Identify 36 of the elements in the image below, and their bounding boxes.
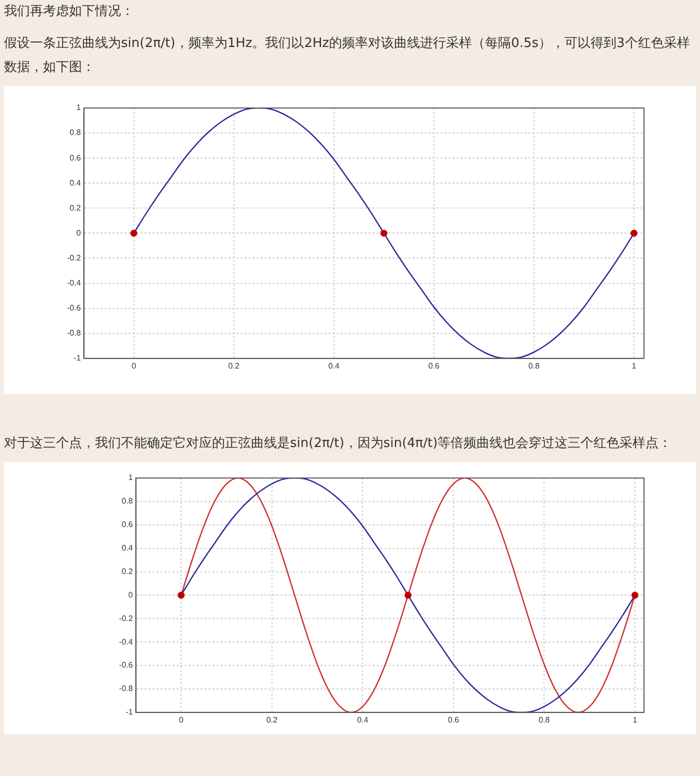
y-tick-label: 0.2 bbox=[70, 203, 82, 212]
y-tick-label: -1 bbox=[74, 354, 82, 363]
chart-title: 我们再考虑如下情况： bbox=[4, 3, 135, 21]
y-tick-label: 0.8 bbox=[70, 128, 82, 138]
x-tick-label: 1 bbox=[632, 715, 638, 724]
y-tick-label: 0.4 bbox=[70, 178, 82, 188]
y-tick-label: -0.2 bbox=[118, 614, 134, 623]
y-tick-label: 0.8 bbox=[122, 496, 134, 506]
y-tick-label: 1 bbox=[76, 103, 82, 112]
y-tick-label: 0 bbox=[128, 590, 134, 600]
x-tick-label: 0.8 bbox=[538, 715, 550, 724]
y-tick-label: -0.6 bbox=[118, 660, 134, 670]
chart-subtitle: 假设一条正弦曲线为sin(2π/t)，频率为1Hz。我们以2Hz的频率对该曲线进行采样（每隔0.5s），可以得到3个红色采样数据，如下图： bbox=[4, 35, 691, 77]
y-tick-label: 0.4 bbox=[122, 544, 134, 553]
x-tick-label: 0.8 bbox=[528, 361, 540, 370]
y-tick-label: -0.8 bbox=[66, 328, 82, 338]
y-tick-label: 0 bbox=[76, 228, 82, 238]
x-tick-label: 0.6 bbox=[428, 361, 440, 370]
y-tick-label: -0.8 bbox=[118, 684, 134, 694]
x-tick-label: 0.2 bbox=[228, 361, 240, 370]
chart-title: 对于这三个点，我们不能确定它对应的正弦曲线是sin(2π/t)，因为sin(4π/t)等倍频曲线也会穿过这三个红色采样点： bbox=[4, 435, 673, 453]
y-tick-label: 0.2 bbox=[122, 566, 134, 576]
x-tick-label: 0 bbox=[178, 715, 184, 724]
x-tick-label: 0.2 bbox=[266, 715, 278, 724]
x-tick-label: 0.4 bbox=[357, 715, 369, 724]
y-tick-label: -0.4 bbox=[118, 637, 134, 646]
y-tick-label: 0.6 bbox=[122, 520, 134, 530]
y-tick-label: -0.2 bbox=[66, 253, 82, 262]
x-tick-label: 1 bbox=[632, 361, 637, 370]
y-tick-label: -1 bbox=[126, 708, 134, 717]
y-tick-label: 1 bbox=[128, 473, 134, 482]
y-tick-label: -0.6 bbox=[66, 304, 82, 313]
y-tick-label: 0.6 bbox=[70, 153, 82, 162]
x-tick-label: 0.4 bbox=[328, 361, 340, 370]
x-tick-label: 0.6 bbox=[448, 715, 460, 724]
y-tick-label: -0.4 bbox=[66, 278, 82, 288]
